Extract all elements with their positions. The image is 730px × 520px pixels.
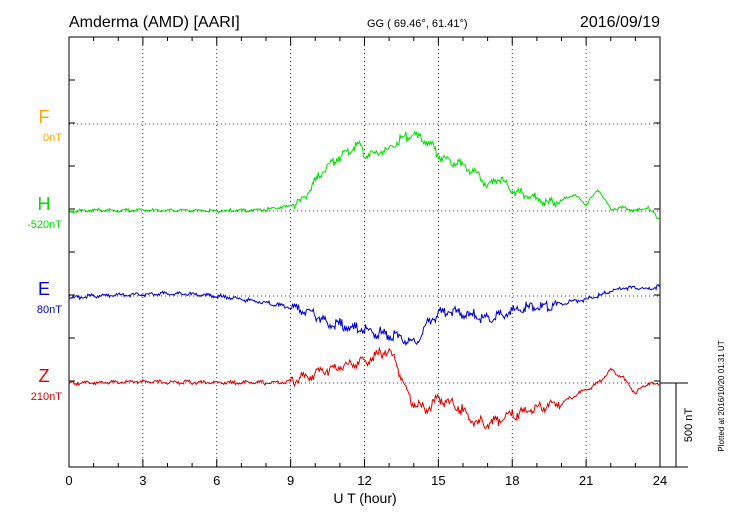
x-tick-label: 6 (213, 473, 220, 488)
x-tick-label: 3 (139, 473, 146, 488)
chart-date: 2016/09/19 (580, 14, 660, 31)
series-name-e: E (38, 279, 50, 299)
series-name-f: F (39, 107, 50, 127)
trace-z (68, 346, 661, 430)
scale-bar-label: 500 nT (683, 408, 695, 443)
plotted-timestamp: Plotted at 2016/10/20 01:31 UT (717, 340, 726, 451)
grid (142, 37, 587, 467)
series-baseline-z: 210nT (31, 391, 62, 403)
traces (68, 130, 661, 430)
x-tick-label: 0 (65, 473, 72, 488)
station-title: Amderma (AMD) [AARI] (69, 14, 240, 31)
x-tick-label: 21 (579, 473, 593, 488)
x-axis-label: U T (hour) (333, 490, 396, 506)
scale-bar: 500 nT (660, 382, 695, 468)
series-baseline-e: 80nT (37, 304, 62, 316)
series-baseline-h: -520nT (27, 219, 62, 231)
x-tick-label: 12 (357, 473, 371, 488)
series-name-z: Z (39, 366, 50, 386)
x-tick-label: 18 (505, 473, 519, 488)
trace-e (68, 284, 661, 347)
station-coords: GG ( 69.46°, 61.41°) (367, 18, 468, 30)
x-tick-label: 9 (287, 473, 294, 488)
x-tick-label: 15 (431, 473, 445, 488)
axis-ticks (68, 37, 661, 467)
x-tick-label: 24 (653, 473, 667, 488)
x-tick-labels: 0 3 6 9 12 15 18 21 24 (65, 473, 667, 488)
baselines (69, 123, 660, 384)
trace-h (68, 130, 661, 221)
series-baseline-f: 0nT (43, 132, 62, 144)
series-labels: F 0nT H -520nT E 80nT Z 210nT (27, 107, 62, 403)
series-name-h: H (38, 194, 51, 214)
